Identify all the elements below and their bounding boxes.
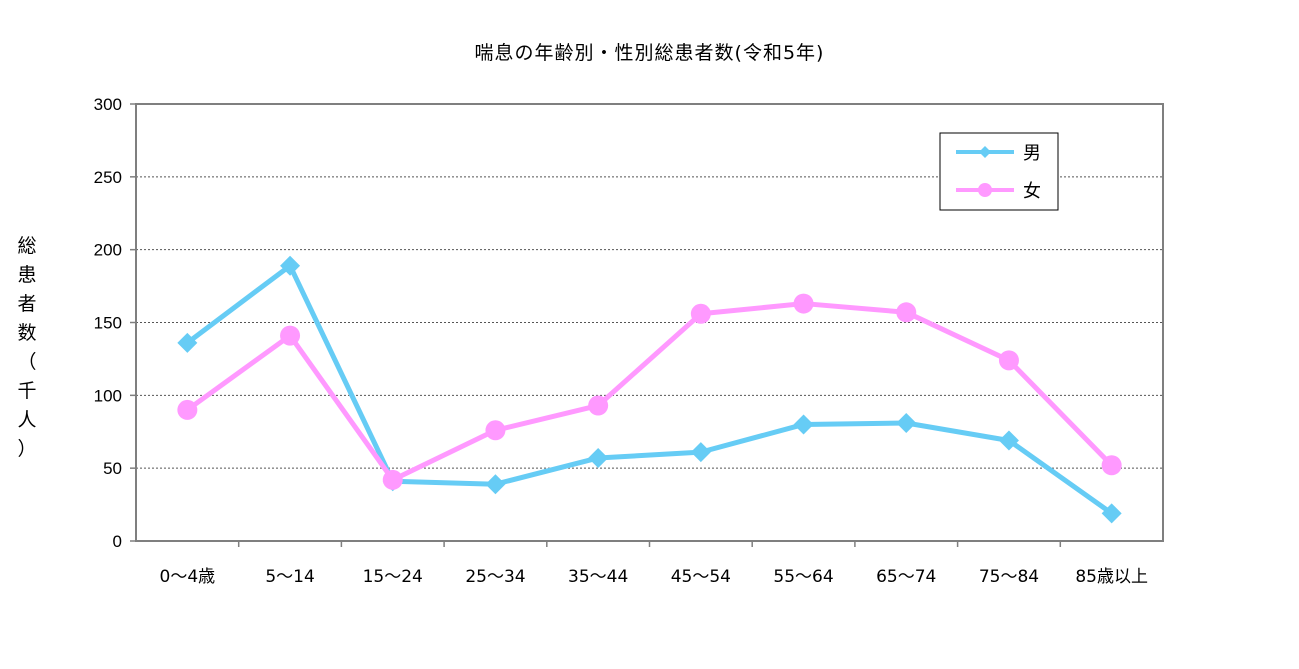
x-tick-label: 5～14	[265, 567, 314, 587]
series-1	[177, 293, 1122, 490]
data-point	[588, 395, 609, 416]
legend-marker	[979, 146, 991, 158]
x-tick-label: 85歳以上	[1075, 567, 1148, 587]
legend-box	[939, 132, 1059, 211]
x-tick-label: 55～64	[773, 567, 833, 587]
data-point	[177, 399, 198, 420]
data-point	[382, 469, 403, 490]
y-tick-label: 300	[94, 95, 122, 114]
x-tick-label: 75～84	[979, 567, 1039, 587]
x-tick-label: 35～44	[568, 567, 628, 587]
data-point	[177, 332, 198, 353]
x-tick-label: 0～4歳	[160, 567, 216, 587]
y-tick-label: 150	[94, 314, 122, 333]
data-point	[485, 474, 506, 495]
legend-label: 男	[1023, 143, 1041, 164]
gridlines	[136, 176, 1163, 469]
data-point	[690, 303, 711, 324]
y-axis-label: 総患者数（千人）	[17, 235, 37, 460]
series-0	[177, 255, 1122, 524]
data-point	[485, 420, 506, 441]
y-tick-label: 250	[94, 168, 122, 187]
data-point	[1101, 455, 1122, 476]
data-point	[998, 350, 1019, 371]
y-tick-label: 0	[113, 532, 122, 551]
x-axis-ticks: 0～4歳 5～14 15～24 25～34 35～44 45～54 55～64 65～74 75…	[160, 541, 1148, 587]
x-tick-label: 65～74	[876, 567, 936, 587]
x-tick-label: 25～34	[465, 567, 525, 587]
chart-title: 喘息の年齢別・性別総患者数(令和5年)	[474, 42, 825, 64]
legend-marker	[978, 183, 992, 197]
data-point	[793, 293, 814, 314]
data-point	[793, 414, 814, 435]
legend: 男女	[939, 132, 1059, 211]
y-tick-label: 50	[103, 459, 122, 478]
data-point	[998, 430, 1019, 451]
data-point	[588, 447, 609, 468]
y-axis-ticks: 0 50 100 150 200 250 300	[94, 95, 136, 551]
legend-label: 女	[1023, 181, 1041, 202]
data-point	[280, 255, 301, 276]
y-tick-label: 200	[94, 241, 122, 260]
data-point	[896, 413, 917, 434]
data-point	[896, 302, 917, 323]
y-tick-label: 100	[94, 386, 122, 405]
x-tick-label: 45～54	[671, 567, 731, 587]
series-line	[185, 263, 1114, 516]
data-point	[280, 325, 301, 346]
data-point	[690, 442, 711, 463]
data-point	[1101, 503, 1122, 524]
data-series	[177, 255, 1122, 524]
series-line	[185, 301, 1114, 483]
x-tick-label: 15～24	[363, 567, 423, 587]
